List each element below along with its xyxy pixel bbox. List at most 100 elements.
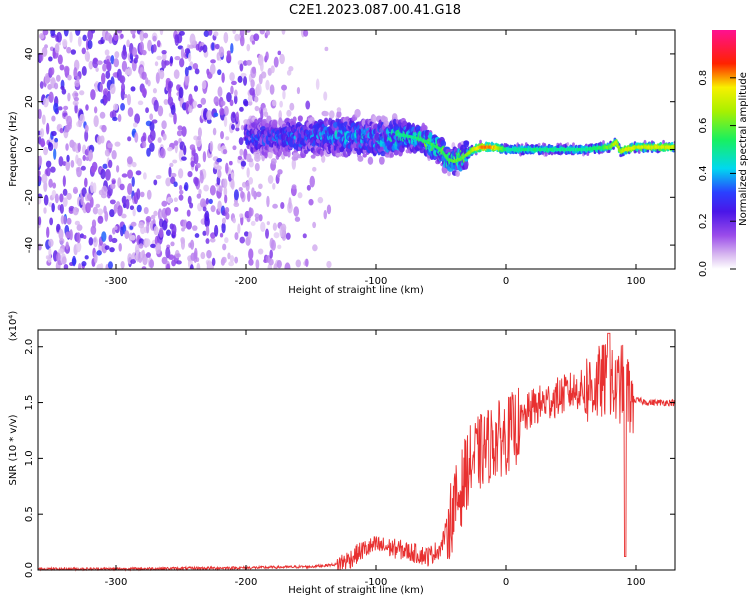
spectrogram-cell [66, 154, 70, 163]
spectrogram-cell [127, 169, 133, 179]
spectrogram-cell [165, 207, 171, 216]
spectrogram-cell [326, 204, 332, 215]
spectrogram-cell [134, 132, 139, 143]
spectrogram-cell [63, 65, 70, 74]
spectrogram-cell [479, 139, 482, 145]
spectrogram-cell [149, 259, 155, 269]
spectrogram-cell [57, 106, 63, 111]
spectrogram-cell [336, 110, 342, 118]
spectrogram-cell [326, 260, 332, 268]
spectrogram-cell [112, 103, 119, 111]
x-tick-label: 100 [626, 577, 645, 588]
spectrogram-cell [319, 149, 324, 158]
spectrogram-cell [204, 210, 210, 222]
spectrogram-cell [141, 49, 147, 56]
spectrogram-cell [221, 217, 227, 224]
spectrogram-cell [200, 251, 206, 260]
spectrogram-cell [306, 184, 311, 191]
spectrogram-cell [230, 85, 234, 95]
spectrogram-cell [219, 107, 225, 116]
spectrogram-x-ticks: -300 -200 -100 0 100 [105, 30, 646, 287]
spectrogram-cell [161, 120, 167, 130]
spectrogram-cell [48, 178, 53, 188]
spectrogram-cell [292, 116, 297, 123]
spectrogram-cell [205, 197, 210, 205]
spectrogram-cell [107, 90, 111, 102]
spectrogram-cell [105, 70, 111, 80]
spectrogram-cell [59, 203, 64, 214]
spectrogram-cell [145, 252, 152, 258]
spectrogram-cell [59, 127, 64, 134]
spectrogram-cell [188, 93, 193, 106]
spectrogram-cell [158, 227, 164, 238]
spectrogram-cell [78, 262, 82, 269]
spectrogram-cell [146, 189, 152, 200]
spectrogram-cell [53, 148, 57, 160]
spectrogram-cell [237, 223, 241, 234]
spectrogram-cell [45, 160, 52, 168]
x-tick-label: -100 [365, 276, 388, 287]
spectrogram-cell [205, 238, 210, 244]
spectrogram-cell [163, 99, 169, 105]
y-tick-label: 20 [24, 95, 35, 108]
spectrogram-cell [141, 71, 147, 80]
spectrogram-cell [200, 97, 207, 105]
spectrogram-cell [104, 245, 110, 250]
spectrogram-cell [250, 79, 255, 88]
y-tick-label: 2.0 [24, 339, 35, 355]
spectrogram-cell [86, 193, 93, 201]
spectrogram-cell [62, 161, 67, 166]
y-tick-label: 1.5 [24, 395, 35, 411]
spectrogram-cell [54, 193, 59, 204]
spectrogram-cell [272, 182, 276, 190]
spectrogram-cell [240, 124, 245, 131]
spectrogram-cell [184, 182, 189, 192]
spectrogram-cell [38, 176, 42, 182]
spectrogram-cell [273, 232, 280, 239]
spectrogram-cell [216, 165, 222, 171]
spectrogram-cell [59, 238, 65, 245]
spectrogram-cell [43, 207, 47, 214]
spectrogram-cell [202, 44, 208, 53]
spectrogram-cell [234, 33, 240, 42]
spectrogram-cell [305, 258, 309, 268]
spectrogram-cell [234, 232, 239, 241]
spectrogram-cell [107, 159, 113, 169]
spectrogram-cell [40, 140, 46, 147]
spectrogram-cell [48, 247, 52, 258]
spectrogram-cell [91, 219, 97, 229]
spectrogram-x-label: Height of straight line (km) [288, 285, 424, 296]
spectrogram-cell [112, 72, 119, 78]
spectrogram-cell [59, 193, 64, 203]
spectrogram-cell [108, 234, 113, 243]
spectrogram-cell [215, 43, 220, 50]
spectrogram-cell [223, 115, 228, 128]
spectrogram-cell [243, 76, 248, 86]
spectrogram-cell [254, 105, 260, 112]
spectrogram-marks [38, 30, 675, 269]
spectrogram-cell [217, 69, 222, 76]
spectrogram-cell [112, 116, 118, 122]
spectrogram-cell [70, 49, 77, 55]
spectrogram-cell [76, 76, 80, 82]
spectrogram-cell [284, 262, 291, 269]
spectrogram-cell [208, 30, 213, 36]
spectrogram-cell [69, 229, 73, 241]
spectrogram-cell [70, 160, 75, 168]
spectrogram-cell [232, 217, 236, 224]
spectrogram-cell [228, 261, 235, 267]
spectrogram-cell [188, 52, 192, 62]
spectrogram-cell [173, 140, 179, 146]
spectrogram-cell [291, 184, 297, 190]
spectrogram-cell [72, 206, 79, 216]
spectrogram-cell [141, 266, 147, 269]
spectrogram-cell [84, 129, 89, 142]
spectrogram-cell [101, 124, 107, 133]
spectrogram-cell [228, 160, 233, 166]
spectrogram-cell [51, 202, 55, 213]
spectrogram-cell [156, 55, 163, 61]
spectrogram-cell [184, 66, 189, 77]
spectrogram-cell [135, 54, 139, 60]
spectrogram-cell [230, 172, 235, 180]
spectrogram-cell [210, 205, 216, 213]
